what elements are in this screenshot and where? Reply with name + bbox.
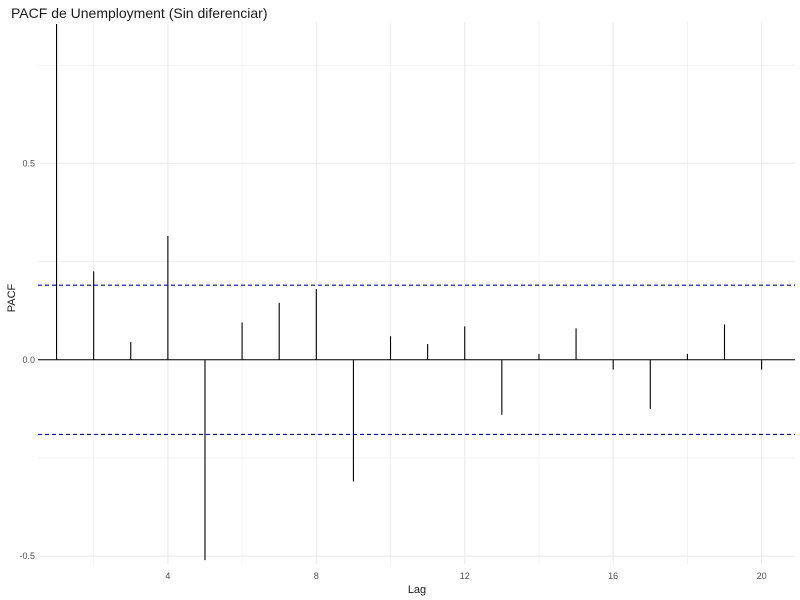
x-tick-label: 8 [314, 571, 319, 581]
x-axis-title: Lag [408, 584, 426, 596]
x-tick-label: 16 [608, 571, 618, 581]
minor-grid [38, 22, 795, 564]
x-tick-label: 12 [460, 571, 470, 581]
confidence-bounds [38, 284, 795, 435]
major-grid [38, 22, 795, 564]
y-tick-label: 0.5 [22, 158, 35, 168]
x-tick-labels: 4 8 12 16 20 [165, 571, 766, 581]
y-tick-label: -0.5 [19, 551, 35, 561]
y-axis-title: PACF [6, 283, 18, 312]
y-tick-label: 0.0 [22, 355, 35, 365]
x-tick-label: 20 [757, 571, 767, 581]
x-tick-label: 4 [165, 571, 170, 581]
chart-title: PACF de Unemployment (Sin diferenciar) [11, 5, 268, 21]
y-tick-labels: -0.5 0.0 0.5 [19, 158, 35, 561]
pacf-bars [56, 23, 763, 561]
